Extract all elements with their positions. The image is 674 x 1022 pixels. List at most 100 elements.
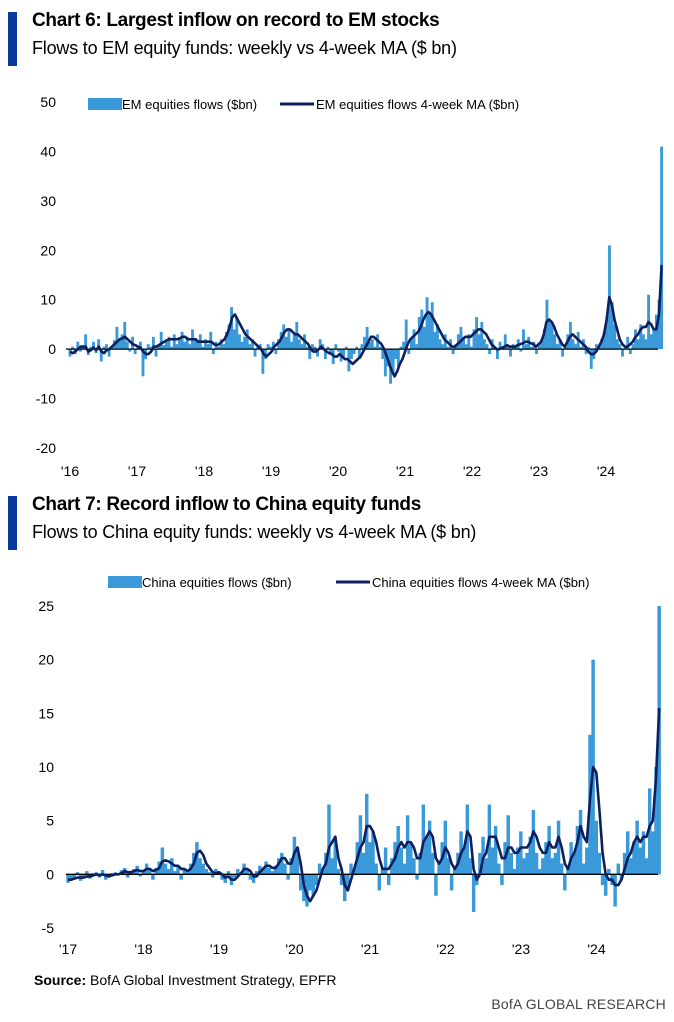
chart6-flow-bar <box>407 349 411 355</box>
chart6-flow-bar <box>352 349 356 355</box>
chart7-flow-bar <box>273 865 278 875</box>
chart7-flow-bar <box>374 863 378 875</box>
chart7-flow-bar <box>481 836 485 875</box>
chart6-flow-bar <box>297 339 301 350</box>
chart6-flow-bar <box>396 349 400 367</box>
chart6-flow-bar <box>162 345 166 350</box>
chart7-subtitle: Flows to China equity funds: weekly vs 4… <box>32 522 477 542</box>
chart7-flow-bar <box>597 852 602 875</box>
chart6-x-tick-label: '23 <box>530 463 548 479</box>
chart6-x-tick-label: '19 <box>262 463 280 479</box>
chart7-flow-bar <box>126 874 130 878</box>
chart7-flow-bar <box>484 858 488 875</box>
chart7-flow-bar <box>559 863 564 875</box>
chart6-flow-bar <box>602 331 606 350</box>
chart6-flow-bar <box>115 326 119 350</box>
chart6-flow-bar <box>133 349 137 355</box>
chart7-flow-bar <box>625 831 630 875</box>
chart6-flow-bar <box>146 344 150 350</box>
chart7-flow-bar <box>641 831 646 875</box>
chart6-flow-bar <box>334 344 338 350</box>
chart6-flow-bar <box>71 346 75 350</box>
chart7-flow-bar <box>431 852 435 875</box>
chart7-flow-bar <box>522 858 526 875</box>
chart7-flow-bar <box>534 852 539 875</box>
chart7-flow-bar <box>632 842 636 875</box>
chart6-flow-bar <box>605 319 609 350</box>
chart6-flow-bar <box>595 344 598 350</box>
chart6-flow-bar <box>287 329 291 350</box>
chart6-flow-bar <box>425 297 429 350</box>
chart6-flow-bar <box>467 334 471 350</box>
chart7-flow-bar <box>541 858 545 875</box>
chart7-flow-bar <box>544 842 548 875</box>
chart6-flow-bar <box>256 346 260 350</box>
chart7-flow-bar <box>531 809 536 875</box>
chart6-flow-bar <box>615 339 619 350</box>
chart6-flow-bar <box>102 346 106 350</box>
chart6-flow-bar <box>217 346 220 350</box>
chart6-flow-bar <box>584 349 588 355</box>
chart7-flow-bar <box>314 874 319 886</box>
chart7-flow-bar <box>600 874 605 886</box>
chart6-flow-bar <box>92 341 95 350</box>
chart6-flow-bar <box>649 334 653 350</box>
chart6-flow-bar <box>165 341 168 350</box>
chart6-flow-bar <box>563 346 567 350</box>
chart6-x-tick-label: '21 <box>396 463 414 479</box>
chart6-x-tick-label: '22 <box>463 463 481 479</box>
chart6-flow-bar <box>99 349 103 362</box>
chart7-flow-bar <box>333 836 338 875</box>
chart6-flow-bar <box>654 314 658 350</box>
chart6-x-tick-label: '20 <box>329 463 347 479</box>
chart6-flow-bar <box>446 346 450 350</box>
chart6-legend-line-label: EM equities flows 4-week MA ($bn) <box>316 97 519 112</box>
chart6-flow-bar <box>618 344 622 350</box>
chart6-flow-bar <box>644 339 648 350</box>
chart7-flow-bar <box>654 767 658 875</box>
chart6-flow-bar <box>423 326 426 350</box>
chart6-flow-bar <box>206 344 210 350</box>
chart7-x-tick-label: '23 <box>512 941 530 957</box>
chart6-flow-bar <box>237 334 241 350</box>
chart7-flow-bar <box>100 870 105 875</box>
chart7-flow-bar <box>465 804 470 875</box>
chart6-flow-bar <box>438 339 442 350</box>
chart6-flow-bar <box>503 334 507 350</box>
chart7-flow-bar <box>556 820 561 875</box>
chart6-flow-bar <box>172 334 176 350</box>
chart7-flow-bar <box>462 847 466 875</box>
chart7-y-tick-label: 0 <box>46 866 54 882</box>
chart6-flow-bar <box>652 329 656 350</box>
chart6-flow-bar <box>399 346 403 350</box>
chart7-flow-bar <box>226 871 231 875</box>
chart7-flow-bar <box>368 842 372 875</box>
chart7-flow-bar <box>635 820 639 875</box>
chart7-flow-bar <box>151 874 155 880</box>
chart6-flow-bar <box>235 317 239 350</box>
chart6-flow-bar <box>579 346 583 350</box>
chart6-flow-bar <box>498 341 502 350</box>
chart6-flow-bar <box>284 336 288 350</box>
chart7-flow-bar <box>267 867 271 875</box>
chart6-flow-bar <box>245 329 249 350</box>
chart6-flow-bar <box>537 344 541 350</box>
chart7-flow-bar <box>402 863 407 875</box>
chart6-flow-bar <box>404 319 408 350</box>
chart6-flow-bar <box>253 349 257 357</box>
chart6-flow-bar <box>342 349 346 357</box>
chart6-flow-bar <box>316 349 320 357</box>
chart6-flow-bar <box>180 331 184 350</box>
chart6-flow-bar <box>626 336 630 350</box>
chart7-flow-bar <box>195 842 199 875</box>
chart7-flow-bar <box>210 874 215 878</box>
chart6-flow-bar <box>589 349 593 369</box>
chart7-flow-bar <box>251 874 256 883</box>
chart6-flow-bar <box>561 349 565 357</box>
chart7-accent-bar <box>8 496 17 550</box>
chart7-x-tick-label: '19 <box>210 941 228 957</box>
chart7-legend-bar-swatch <box>108 576 142 588</box>
chart7-flow-bar <box>622 852 627 875</box>
chart7-flow-bar <box>525 852 529 875</box>
chart7-y-tick-label: 10 <box>38 759 54 775</box>
